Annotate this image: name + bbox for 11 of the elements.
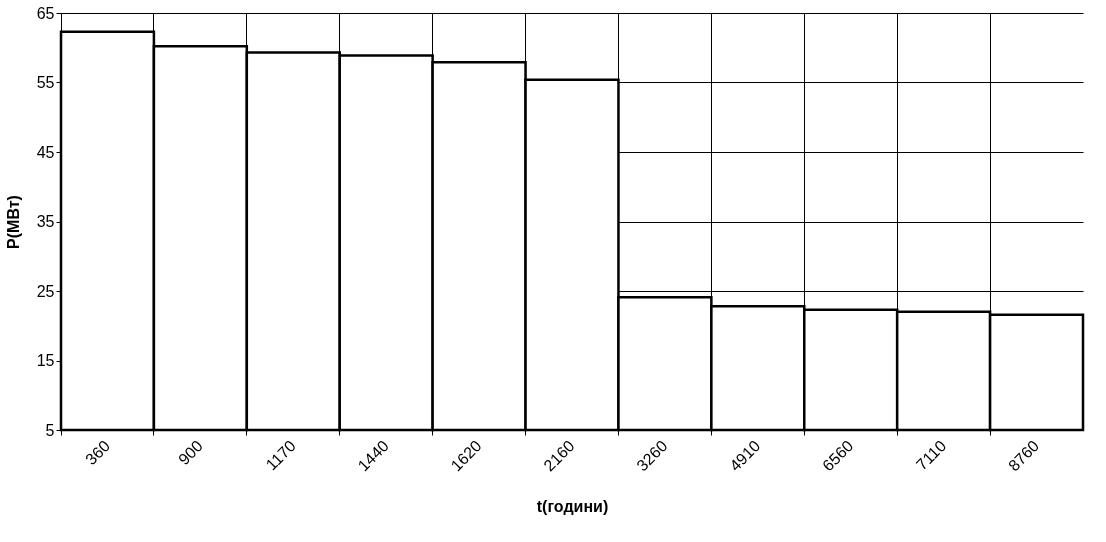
y-tick-label: 45 [36,143,55,161]
x-tick-label: 900 [175,437,207,469]
y-tick-label: 15 [36,352,55,369]
y-tick-label: 35 [36,213,55,230]
y-tick-label: 55 [36,74,55,91]
y-tick-label: 65 [36,4,55,22]
x-tick-label: 360 [82,437,114,469]
y-tick-label: 25 [36,282,55,300]
y-axis-title: P(МВт) [4,195,22,249]
y-tick-label: 5 [45,421,55,439]
x-axis-title: t(години) [536,498,609,516]
